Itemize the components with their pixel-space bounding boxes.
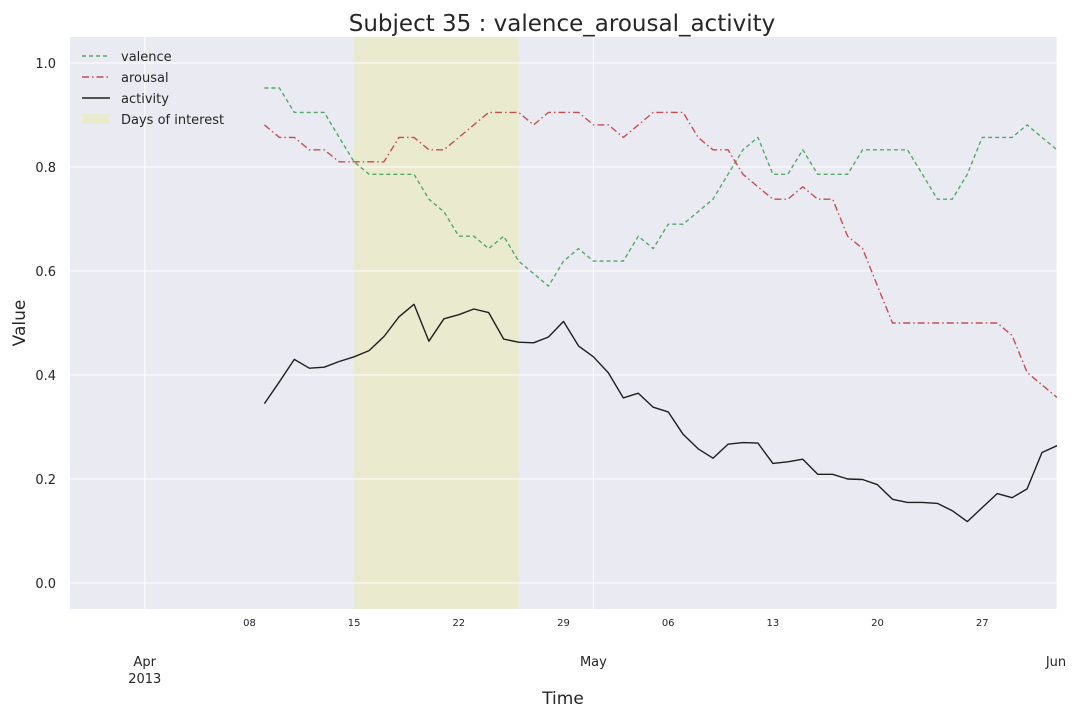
x-minor-tick-label: 08 — [243, 618, 256, 629]
gridlines — [70, 37, 1058, 609]
y-tick-label: 0.0 — [35, 577, 56, 592]
legend-swatch-days-of-interest — [82, 114, 110, 124]
x-major-tick-label: Apr — [134, 655, 157, 670]
y-tick-label: 1.0 — [35, 57, 56, 72]
valence-series-line — [264, 87, 1058, 287]
x-axis-label: Time — [541, 689, 584, 709]
x-minor-tick-label: 20 — [871, 618, 884, 629]
legend-label-arousal: arousal — [121, 71, 169, 86]
chart-title: Subject 35 : valence_arousal_activity — [349, 11, 776, 37]
legend: valence arousal activity Days of interest — [82, 50, 224, 128]
x-tick-labels: 08 15 22 29 06 13 20 27 Apr 2013 May Jun — [128, 618, 1066, 687]
legend-label-valence: valence — [121, 50, 172, 65]
x-minor-tick-label: 29 — [557, 618, 570, 629]
x-minor-tick-label: 06 — [662, 618, 675, 629]
activity-series-line — [263, 303, 1058, 523]
x-minor-tick-label: 22 — [452, 618, 465, 629]
x-minor-tick-label: 15 — [348, 618, 361, 629]
shaded-region-layer — [354, 37, 519, 609]
series-layer — [263, 87, 1058, 523]
days-of-interest-band — [354, 37, 519, 609]
y-axis-label: Value — [10, 300, 30, 347]
legend-label-days-of-interest: Days of interest — [121, 113, 224, 128]
y-tick-label: 0.2 — [35, 473, 56, 488]
x-major-tick-label: May — [580, 655, 607, 670]
y-tick-labels: 0.0 0.2 0.4 0.6 0.8 1.0 — [35, 57, 56, 592]
y-tick-label: 0.6 — [35, 265, 56, 280]
x-minor-tick-label: 13 — [766, 618, 779, 629]
y-tick-label: 0.4 — [35, 369, 56, 384]
legend-label-activity: activity — [121, 92, 169, 107]
x-major-tick-sublabel: 2013 — [128, 672, 161, 687]
x-minor-tick-label: 27 — [976, 618, 989, 629]
x-major-tick-label: Jun — [1045, 655, 1066, 670]
y-tick-label: 0.8 — [35, 161, 56, 176]
arousal-series-line — [263, 111, 1058, 398]
